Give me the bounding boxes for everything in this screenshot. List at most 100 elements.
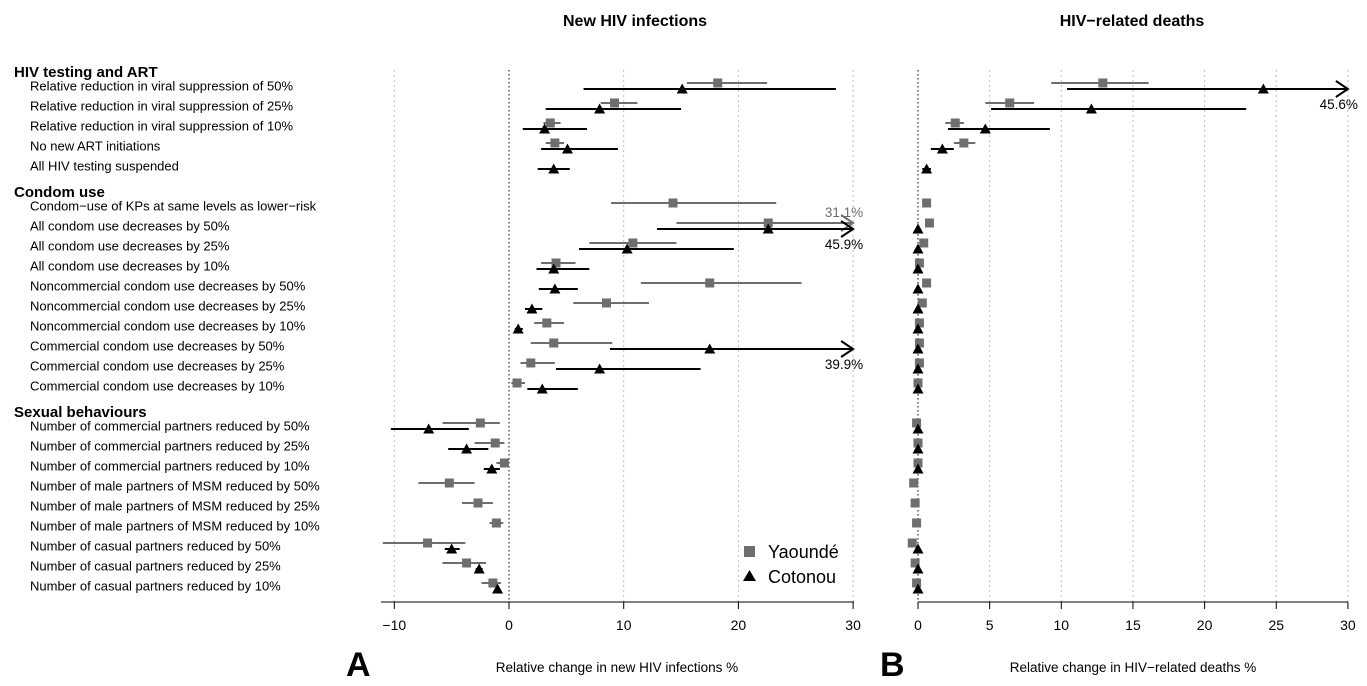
panel-a-cotonou-point-row-14 xyxy=(594,363,606,374)
panel-b-cotonou-overflow-arrow-row-1 xyxy=(1335,80,1350,98)
panel-a-yaound-point-row-19 xyxy=(444,478,454,488)
panel-b-yaound-point-row-8 xyxy=(919,238,929,248)
panel-a-cotonou-point-row-4 xyxy=(561,143,573,154)
row-label-11: Noncommercial condom use decreases by 25… xyxy=(30,299,306,314)
panel-a-yaound-point-row-2 xyxy=(610,98,620,108)
panel-a-yaound-point-row-10 xyxy=(705,278,715,288)
panel-b-cotonou-point-row-7 xyxy=(912,223,924,234)
panel-a-tick-label-3: 20 xyxy=(731,617,747,633)
panel-a-tick-label-0: −10 xyxy=(382,617,406,633)
panel-a-tick-label-4: 30 xyxy=(845,617,861,633)
panel-a-yaound-point-row-13 xyxy=(549,338,559,348)
panel-b-tick-label-2: 10 xyxy=(1054,617,1070,633)
panel-b-yaound-point-row-16 xyxy=(912,418,922,428)
panel-a-cotonou-overflow-arrow-row-7 xyxy=(840,220,855,238)
row-label-2: Relative reduction in viral suppression … xyxy=(30,99,293,114)
panel-b-yaound-point-row-2 xyxy=(1005,98,1015,108)
row-label-3: Relative reduction in viral suppression … xyxy=(30,119,293,134)
panel-b-cotonou-point-row-12 xyxy=(912,323,924,334)
panel-a-yaound-point-row-8 xyxy=(628,238,638,248)
row-label-24: Number of casual partners reduced by 10% xyxy=(30,579,281,594)
panel-b-yaound-point-row-18 xyxy=(913,458,923,468)
panel-a-yaound-point-row-24 xyxy=(488,578,498,588)
panel-b-cotonou-point-row-8 xyxy=(912,243,924,254)
row-label-13: Commercial condom use decreases by 50% xyxy=(30,339,285,354)
panel-a-cotonou-point-row-24 xyxy=(492,583,504,594)
panel-b-yaound-point-row-6 xyxy=(922,198,932,208)
row-label-19: Number of male partners of MSM reduced b… xyxy=(30,479,320,494)
panel-b-tick-label-5: 25 xyxy=(1268,617,1284,633)
panel-a-yaound-overflow-label-row-7: 31.1% xyxy=(825,205,863,220)
panel-b-yaound-point-row-19 xyxy=(909,478,919,488)
panel-b-cotonou-point-row-24 xyxy=(912,583,924,594)
row-label-5: All HIV testing suspended xyxy=(30,159,179,174)
panel-a-cotonou-point-row-13 xyxy=(704,343,716,354)
panel-b-cotonou-point-row-14 xyxy=(912,363,924,374)
panel-a-x-axis-title: Relative change in new HIV infections % xyxy=(496,660,738,675)
panel-b-cotonou-point-row-22 xyxy=(912,543,924,554)
panel-a-yaound-point-row-1 xyxy=(713,78,723,88)
panel-a-cotonou-point-row-11 xyxy=(526,303,538,314)
legend-cotonou-marker xyxy=(743,570,756,581)
panel-b-yaound-point-row-9 xyxy=(914,258,924,268)
legend: Yaoundé Cotonou xyxy=(743,542,839,587)
group-label-testing-art: HIV testing and ART xyxy=(14,64,158,81)
row-label-23: Number of casual partners reduced by 25% xyxy=(30,559,281,574)
panel-a-cotonou-point-row-7 xyxy=(762,223,774,234)
row-labels: Relative reduction in viral suppression … xyxy=(30,79,320,594)
panel-a-yaound-point-row-20 xyxy=(473,498,483,508)
panel-b-yaound-point-row-23 xyxy=(910,558,920,568)
panel-a-cotonou-overflow-label-row-13: 39.9% xyxy=(825,357,863,372)
panel-b-cotonou-point-row-5 xyxy=(921,163,933,174)
panel-a-yaound-point-row-17 xyxy=(490,438,500,448)
panel-a-tick-label-1: 0 xyxy=(505,617,513,633)
panel-b-cotonou-point-row-3 xyxy=(979,123,991,134)
panel-a-yaound-point-row-16 xyxy=(475,418,485,428)
panel-a-yaound-point-row-6 xyxy=(668,198,678,208)
row-label-17: Number of commercial partners reduced by… xyxy=(30,439,310,454)
panel-b-yaound-point-row-7 xyxy=(924,218,934,228)
panel-b-cotonou-point-row-4 xyxy=(936,143,948,154)
panel-a-cotonou-point-row-8 xyxy=(621,243,633,254)
panel-b-cotonou-point-row-17 xyxy=(912,443,924,454)
panel-a-cotonou-point-row-12 xyxy=(512,323,524,334)
row-label-10: Noncommercial condom use decreases by 50… xyxy=(30,279,306,294)
panel-b-yaound-point-row-3 xyxy=(950,118,960,128)
panel-b-yaound-point-row-10 xyxy=(922,278,932,288)
panel-a-yaound-point-row-22 xyxy=(423,538,433,548)
grid-layer xyxy=(393,70,1349,602)
panel-b-letter: B xyxy=(880,646,905,681)
panel-b-yaound-point-row-4 xyxy=(959,138,969,148)
marker-layer xyxy=(423,78,1269,594)
panel-b-cotonou-point-row-10 xyxy=(912,283,924,294)
panel-b-tick-label-1: 5 xyxy=(986,617,994,633)
panel-b-yaound-point-row-11 xyxy=(917,298,927,308)
panel-a-yaound-point-row-7 xyxy=(763,218,773,228)
panel-a-cotonou-point-row-1 xyxy=(676,83,688,94)
panel-a-yaound-point-row-12 xyxy=(542,318,552,328)
panel-a-yaound-point-row-23 xyxy=(462,558,472,568)
panel-b-yaound-point-row-17 xyxy=(913,438,923,448)
row-label-8: All condom use decreases by 25% xyxy=(30,239,230,254)
row-label-9: All condom use decreases by 10% xyxy=(30,259,230,274)
legend-yaounde-label: Yaoundé xyxy=(768,542,839,562)
panel-a-cotonou-overflow-label-row-7: 45.9% xyxy=(825,237,863,252)
panel-b-cotonou-point-row-9 xyxy=(912,263,924,274)
row-label-1: Relative reduction in viral suppression … xyxy=(30,79,293,94)
panel-b-cotonou-point-row-13 xyxy=(912,343,924,354)
row-label-16: Number of commercial partners reduced by… xyxy=(30,419,310,434)
panel-a-yaound-point-row-15 xyxy=(512,378,522,388)
row-label-18: Number of commercial partners reduced by… xyxy=(30,459,310,474)
panel-a-cotonou-point-row-18 xyxy=(486,463,498,474)
panel-a-cotonou-point-row-15 xyxy=(536,383,548,394)
row-label-4: No new ART initiations xyxy=(30,139,161,154)
group-label-sexual-behaviours: Sexual behaviours xyxy=(14,404,147,421)
interval-layer: 31.1% 45.9% 39.9% 45.6% xyxy=(382,80,1358,590)
panel-b-cotonou-overflow-label-row-1: 45.6% xyxy=(1320,97,1358,112)
panel-b-yaound-point-row-1 xyxy=(1098,78,1108,88)
panel-a-cotonou-point-row-9 xyxy=(548,263,560,274)
panel-b-tick-label-3: 15 xyxy=(1125,617,1141,633)
row-label-12: Noncommercial condom use decreases by 10… xyxy=(30,319,306,334)
